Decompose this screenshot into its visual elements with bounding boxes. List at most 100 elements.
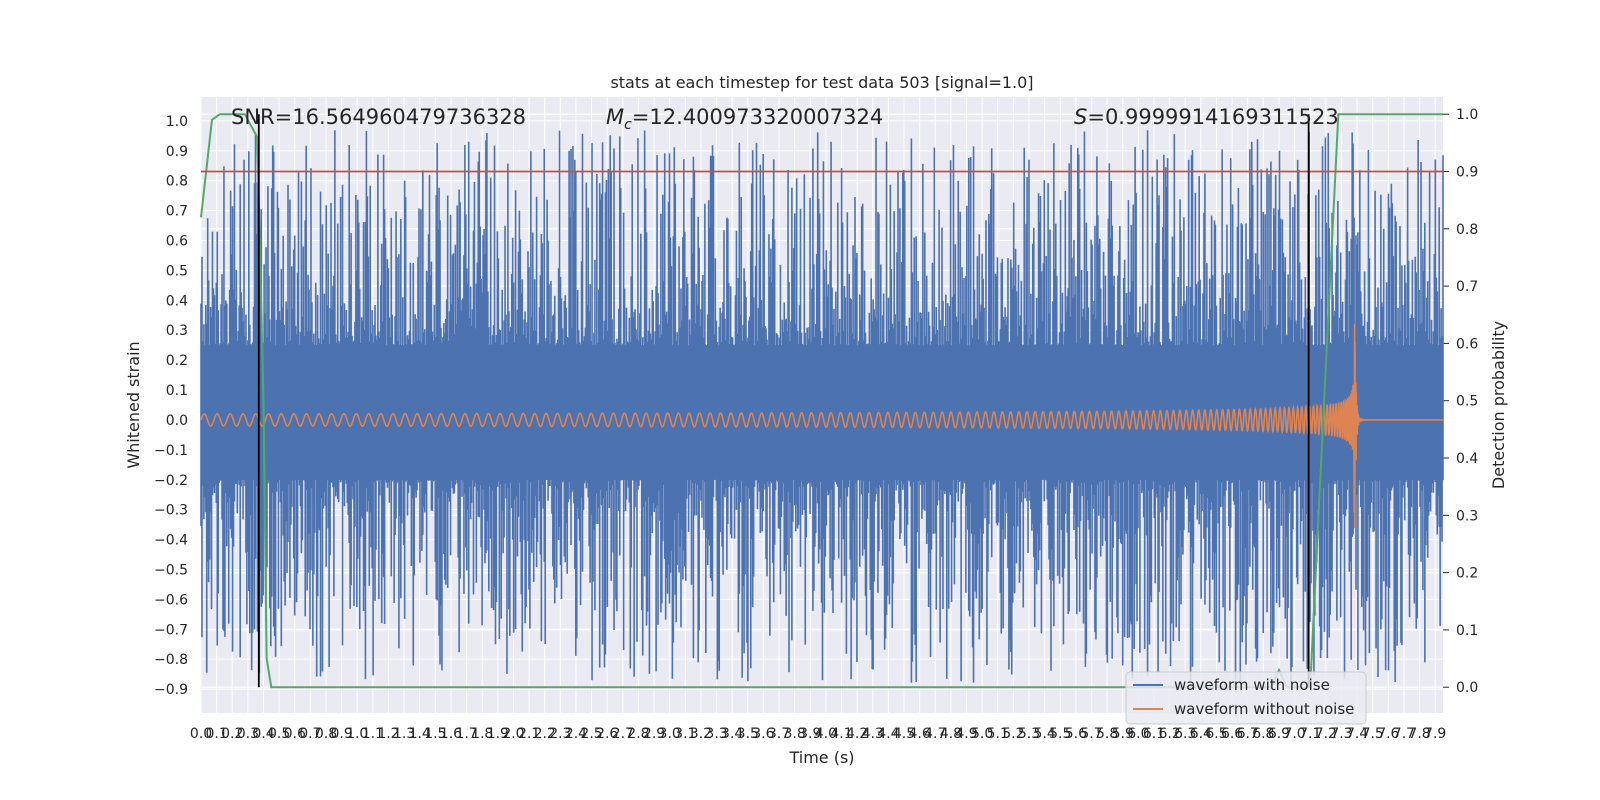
y-tick-label-right: 1.0: [1456, 107, 1478, 123]
x-tick-label: 7.2: [1315, 726, 1337, 742]
x-tick-label: 4.4: [877, 726, 899, 742]
x-tick-label: 1.0: [346, 726, 368, 742]
score-symbol: S: [1074, 105, 1087, 129]
x-tick-label: 3.0: [659, 726, 681, 742]
x-tick-label: 2.8: [627, 726, 649, 742]
x-axis-label: Time (s): [788, 748, 854, 767]
snr-annotation: SNR=16.564960479736328: [231, 105, 526, 129]
y-tick-label-right: 0.9: [1456, 164, 1478, 180]
x-tick-label: 3.1: [674, 726, 696, 742]
x-tick-label: 5.8: [1096, 726, 1118, 742]
y-tick-label-right: 0.1: [1456, 623, 1478, 639]
legend-box: [1125, 671, 1367, 725]
x-tick-label: 0.3: [237, 726, 259, 742]
x-tick-label: 5.0: [971, 726, 993, 742]
y-tick-label-left: 0.4: [166, 293, 188, 309]
x-tick-label: 5.4: [1033, 726, 1055, 742]
x-tick-label: 4.6: [909, 726, 931, 742]
x-tick-label: 7.4: [1346, 726, 1368, 742]
y-tick-label-left: −0.1: [154, 443, 188, 459]
y-tick-label-right: 0.7: [1456, 279, 1478, 295]
x-tick-label: 7.7: [1393, 726, 1415, 742]
score-value: =0.9999914169311523: [1087, 105, 1338, 129]
x-tick-label: 1.9: [487, 726, 509, 742]
score-annotation: S=0.9999914169311523: [1074, 105, 1339, 129]
x-tick-label: 2.5: [580, 726, 602, 742]
x-tick-label: 0.6: [284, 726, 306, 742]
vertical-markers: [257, 114, 1310, 688]
chart-title: stats at each timestep for test data 503…: [610, 73, 1033, 92]
x-tick-label: 1.4: [409, 726, 431, 742]
x-tick-label: 5.6: [1065, 726, 1087, 742]
y-tick-label-left: 0.3: [166, 323, 188, 339]
chirp-mass-annotation: Mc=12.400973320007324: [606, 105, 883, 133]
x-tick-label: 1.3: [393, 726, 415, 742]
x-tick-label: 6.4: [1190, 726, 1212, 742]
y-tick-label-left: −0.4: [154, 533, 188, 549]
y-tick-labels-right: 1.0 0.9 0.8 0.7 0.6 0.5 0.4 0.3 0.2 0.1 0.0: [1456, 107, 1478, 696]
y-axis-label-right: Detection probability: [1489, 321, 1508, 489]
y-tick-label-left: 0.9: [166, 144, 188, 160]
x-tick-label: 5.3: [1018, 726, 1040, 742]
x-tick-label: 5.2: [1002, 726, 1024, 742]
x-tick-label: 4.3: [862, 726, 884, 742]
x-tick-label: 7.9: [1424, 726, 1446, 742]
x-tick-label: 6.5: [1205, 726, 1227, 742]
chirp-trace: [200, 324, 1443, 529]
y-tick-label-right: 0.3: [1456, 508, 1478, 524]
x-tick-label: 1.6: [440, 726, 462, 742]
y-tick-label-right: 0.5: [1456, 394, 1478, 410]
series-waveform-without-noise: [200, 324, 1443, 529]
x-tick-label: 3.9: [799, 726, 821, 742]
x-tick-label: 2.1: [518, 726, 540, 742]
x-tick-label: 2.9: [643, 726, 665, 742]
x-tick-label: 1.2: [377, 726, 399, 742]
x-tick-label: 7.3: [1330, 726, 1352, 742]
y-tick-label-left: −0.7: [154, 622, 188, 638]
x-tick-label: 3.5: [737, 726, 759, 742]
y-axis-label-left: Whitened strain: [124, 341, 143, 468]
x-tick-label: 0.4: [252, 726, 274, 742]
y-tick-label-left: −0.9: [154, 682, 188, 698]
x-tick-label: 6.3: [1174, 726, 1196, 742]
x-tick-label: 2.6: [596, 726, 618, 742]
y-tick-label-left: 0.5: [166, 263, 188, 279]
legend-label-with-noise: waveform with noise: [1174, 676, 1330, 694]
x-tick-label: 3.7: [768, 726, 790, 742]
x-tick-label: 2.4: [565, 726, 587, 742]
chirp-mass-subscript: c: [624, 117, 632, 133]
x-tick-label: 1.5: [424, 726, 446, 742]
x-tick-label: 7.5: [1362, 726, 1384, 742]
y-tick-label-right: 0.6: [1456, 336, 1478, 352]
x-tick-label: 6.0: [1127, 726, 1149, 742]
y-tick-label-left: −0.3: [154, 503, 188, 519]
y-tick-label-left: 0.2: [166, 353, 188, 369]
x-tick-label: 3.6: [752, 726, 774, 742]
y-tick-label-left: −0.8: [154, 652, 188, 668]
y-tick-label-right: 0.8: [1456, 222, 1478, 238]
x-tick-label: 7.1: [1299, 726, 1321, 742]
y-tick-label-right: 0.4: [1456, 451, 1478, 467]
y-tick-label-right: 0.2: [1456, 566, 1478, 582]
x-tick-label: 6.6: [1221, 726, 1243, 742]
x-tick-label: 0.0: [190, 726, 212, 742]
x-tick-label: 6.2: [1158, 726, 1180, 742]
x-tick-label: 7.6: [1377, 726, 1399, 742]
x-tick-label: 6.9: [1268, 726, 1290, 742]
y-tick-label-left: −0.5: [154, 562, 188, 578]
x-tick-label: 5.5: [1049, 726, 1071, 742]
x-tick-label: 0.1: [205, 726, 227, 742]
x-tick-label: 6.1: [1143, 726, 1165, 742]
y-tick-label-left: 0.6: [166, 234, 188, 250]
x-tick-label: 1.8: [471, 726, 493, 742]
probability-trace: [200, 113, 1443, 689]
x-tick-label: 2.0: [502, 726, 524, 742]
x-tick-label: 1.1: [362, 726, 384, 742]
x-tick-label: 4.0: [815, 726, 837, 742]
x-tick-label: 0.8: [315, 726, 337, 742]
x-tick-label: 0.5: [268, 726, 290, 742]
y-tick-label-left: 0.0: [166, 413, 188, 429]
x-tick-label: 1.7: [455, 726, 477, 742]
x-tick-label: 6.7: [1237, 726, 1259, 742]
